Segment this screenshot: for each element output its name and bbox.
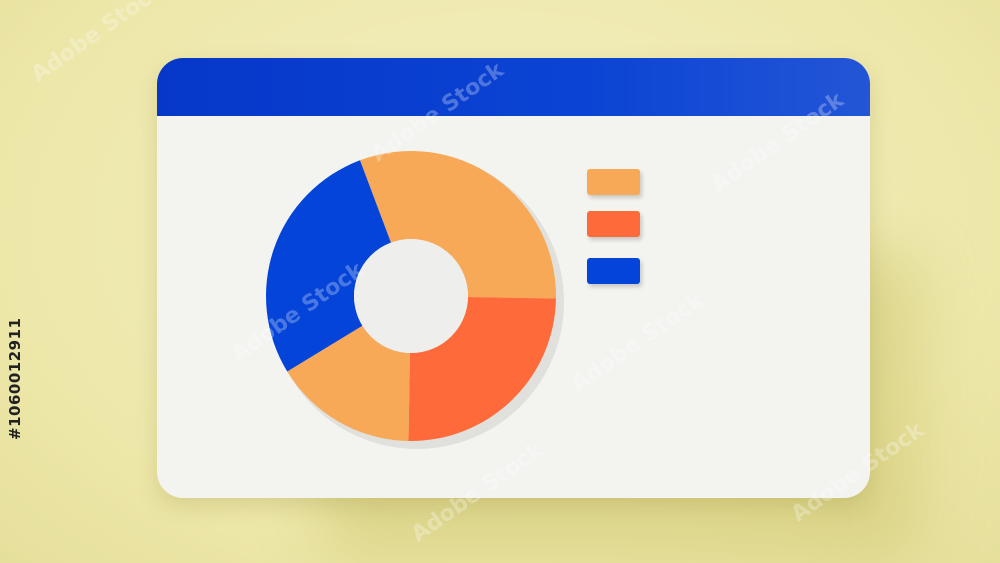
donut-slice-1 bbox=[408, 296, 556, 441]
watermark: Adobe Stock bbox=[26, 0, 169, 88]
stock-id-label: #1060012911 bbox=[6, 317, 24, 440]
title-bar bbox=[157, 58, 870, 116]
donut-slice-3 bbox=[266, 160, 391, 372]
donut-hole bbox=[354, 239, 468, 353]
app-window bbox=[157, 58, 870, 498]
donut-chart bbox=[266, 151, 564, 449]
legend-swatch-orange bbox=[587, 169, 640, 195]
donut-slice-0 bbox=[359, 151, 556, 299]
donut-slice-2 bbox=[287, 325, 411, 441]
legend-swatch-red bbox=[587, 211, 640, 237]
legend-swatch-blue bbox=[587, 258, 640, 284]
